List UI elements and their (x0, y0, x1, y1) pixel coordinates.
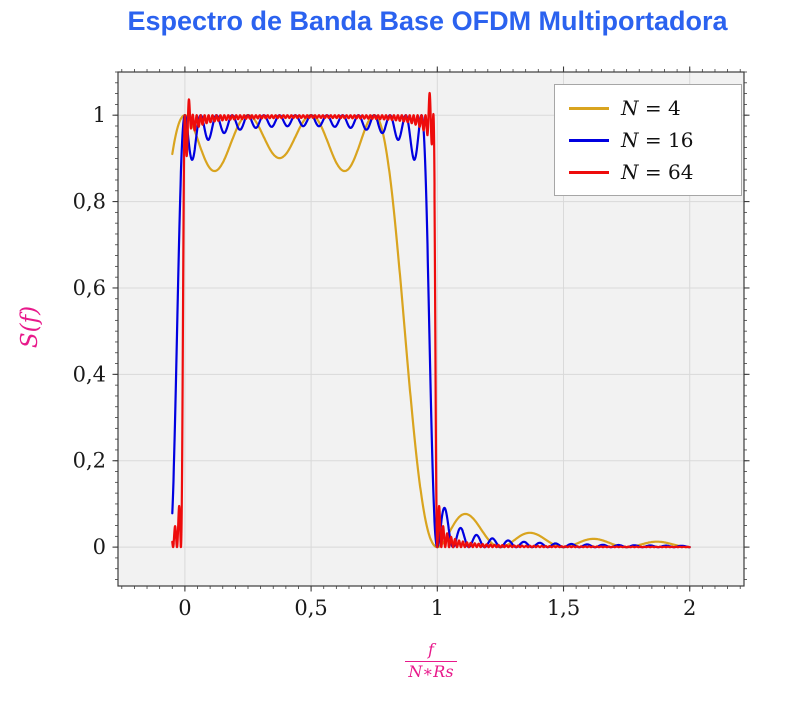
x-label-numerator: f (428, 640, 434, 659)
y-tick-label: 0,4 (73, 362, 106, 386)
legend-label-n16: N = 16 (621, 128, 693, 152)
legend-label-symbol: N (621, 96, 639, 120)
chart-title: Espectro de Banda Base OFDM Multiportado… (127, 6, 728, 36)
legend-item-n64: N = 64 (569, 156, 735, 188)
x-tick-label: 0 (178, 596, 191, 620)
legend-label-value: = 16 (638, 128, 694, 152)
legend-line-sample-n4 (569, 106, 609, 110)
y-tick-label: 0,2 (73, 449, 106, 473)
series-line-n16 (171, 114, 691, 549)
x-tick-label: 1,5 (547, 596, 580, 620)
x-label-denominator: N∗Rs (405, 660, 457, 683)
plot-frame (117, 71, 745, 587)
y-tick-label: 0,6 (73, 276, 106, 300)
y-axis-label: S(f) (17, 305, 43, 349)
x-axis-label: f N∗Rs (118, 640, 744, 683)
legend-label-value: = 4 (638, 96, 681, 120)
curves-group (171, 91, 691, 549)
legend-item-n4: N = 4 (569, 92, 735, 124)
y-tick-label: 0,8 (73, 190, 106, 214)
legend-item-n16: N = 16 (569, 124, 735, 156)
x-tick-label: 0,5 (294, 596, 327, 620)
legend-label-symbol: N (621, 128, 639, 152)
x-axis-label-fraction: f N∗Rs (405, 640, 457, 683)
legend-label-n4: N = 4 (621, 96, 681, 120)
y-tick-label: 0 (93, 535, 106, 559)
legend-label-symbol: N (621, 160, 639, 184)
legend-label-n64: N = 64 (621, 160, 693, 184)
legend-line-sample-n16 (569, 138, 609, 142)
series-line-n64 (171, 91, 691, 549)
x-tick-label: 1 (431, 596, 444, 620)
legend-label-value: = 64 (638, 160, 694, 184)
legend: N = 4 N = 16 N = 64 (554, 84, 742, 196)
legend-line-sample-n64 (569, 170, 609, 174)
y-tick-label: 1 (93, 103, 106, 127)
x-tick-label: 2 (683, 596, 696, 620)
